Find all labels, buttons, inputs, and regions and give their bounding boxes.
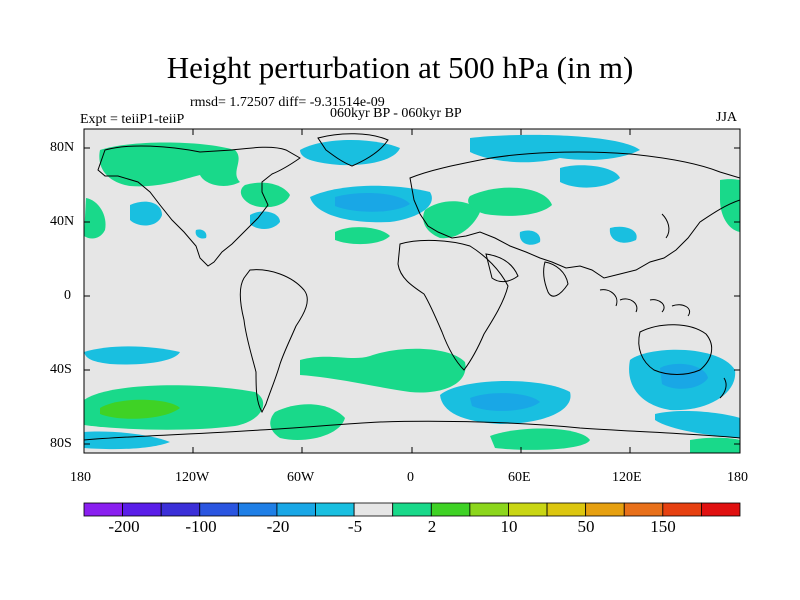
colorbar-label: -20 <box>266 517 290 536</box>
contour-negative <box>470 393 540 411</box>
colorbar-swatch <box>276 502 316 517</box>
contour-negative <box>560 165 620 188</box>
contour-negative <box>84 431 170 450</box>
colorbar-label: 2 <box>427 517 437 536</box>
colorbar-label: -100 <box>185 517 217 536</box>
map-title: Height perturbation at 500 hPa (in m) <box>166 50 634 85</box>
contour-positive <box>300 348 466 393</box>
colorbar-label: -5 <box>347 517 363 536</box>
colorbar-label: -200 <box>108 517 140 536</box>
x-tick-label: 180 <box>70 470 91 485</box>
contour-negative <box>655 411 740 438</box>
colorbar <box>83 502 741 517</box>
season-label: JJA <box>716 110 738 125</box>
colorbar-swatch <box>392 502 432 517</box>
contour-positive <box>690 437 740 453</box>
x-tick-label: 60W <box>287 470 315 485</box>
x-tick-label: 0 <box>407 470 414 485</box>
contour-positive <box>240 182 290 208</box>
y-tick-label: 80N <box>50 140 75 155</box>
contour-negative <box>335 192 410 212</box>
colorbar-swatch <box>585 502 625 517</box>
period-label: 060kyr BP - 060kyr BP <box>330 106 462 121</box>
contour-positive <box>84 198 106 239</box>
contour-negative <box>84 346 180 365</box>
colorbar-swatch <box>83 502 123 517</box>
x-tick-label: 60E <box>508 470 531 485</box>
contour-negative <box>130 201 162 226</box>
colorbar-swatch <box>469 502 509 517</box>
axis-ticks <box>83 129 741 453</box>
colorbar-swatch <box>315 502 355 517</box>
colorbar-swatch <box>199 502 239 517</box>
x-tick-label: 120W <box>175 470 210 485</box>
colorbar-label: 150 <box>650 517 676 536</box>
experiment-label: Expt = teiiP1-teiiP <box>80 112 185 127</box>
colorbar-swatch <box>160 502 201 517</box>
stats-label: rmsd= 1.72507 diff= -9.31514e-09 <box>190 95 385 110</box>
contour-positive <box>99 142 240 187</box>
colorbar-swatch <box>353 502 394 517</box>
contour-negative <box>300 139 400 166</box>
contour-fills <box>84 134 740 453</box>
y-tick-label: 0 <box>64 288 71 303</box>
y-tick-label: 40S <box>50 362 72 377</box>
colorbar-swatch <box>623 502 664 517</box>
colorbar-swatch <box>701 502 741 517</box>
colorbar-swatch <box>430 502 471 517</box>
contour-negative <box>519 230 541 245</box>
colorbar-label: 50 <box>577 517 595 536</box>
colorbar-swatch <box>546 502 587 517</box>
colorbar-swatch <box>662 502 702 517</box>
colorbar-swatch <box>508 502 548 517</box>
colorbar-label: 10 <box>500 517 518 536</box>
x-tick-label: 120E <box>612 470 642 485</box>
contour-negative <box>660 363 708 389</box>
contour-positive <box>100 399 180 419</box>
contour-positive <box>423 201 480 239</box>
contour-positive <box>335 227 390 245</box>
contour-negative <box>250 211 280 229</box>
y-tick-label: 40N <box>50 214 75 229</box>
contour-negative <box>195 229 207 239</box>
coastlines <box>84 133 740 441</box>
y-tick-label: 80S <box>50 436 72 451</box>
contour-positive <box>720 179 740 232</box>
colorbar-swatch <box>237 502 278 517</box>
contour-positive <box>490 428 590 450</box>
contour-positive <box>468 187 552 216</box>
contour-positive <box>270 404 345 440</box>
x-tick-label: 180 <box>727 470 748 485</box>
contour-negative <box>609 226 637 243</box>
colorbar-swatch <box>122 502 162 517</box>
